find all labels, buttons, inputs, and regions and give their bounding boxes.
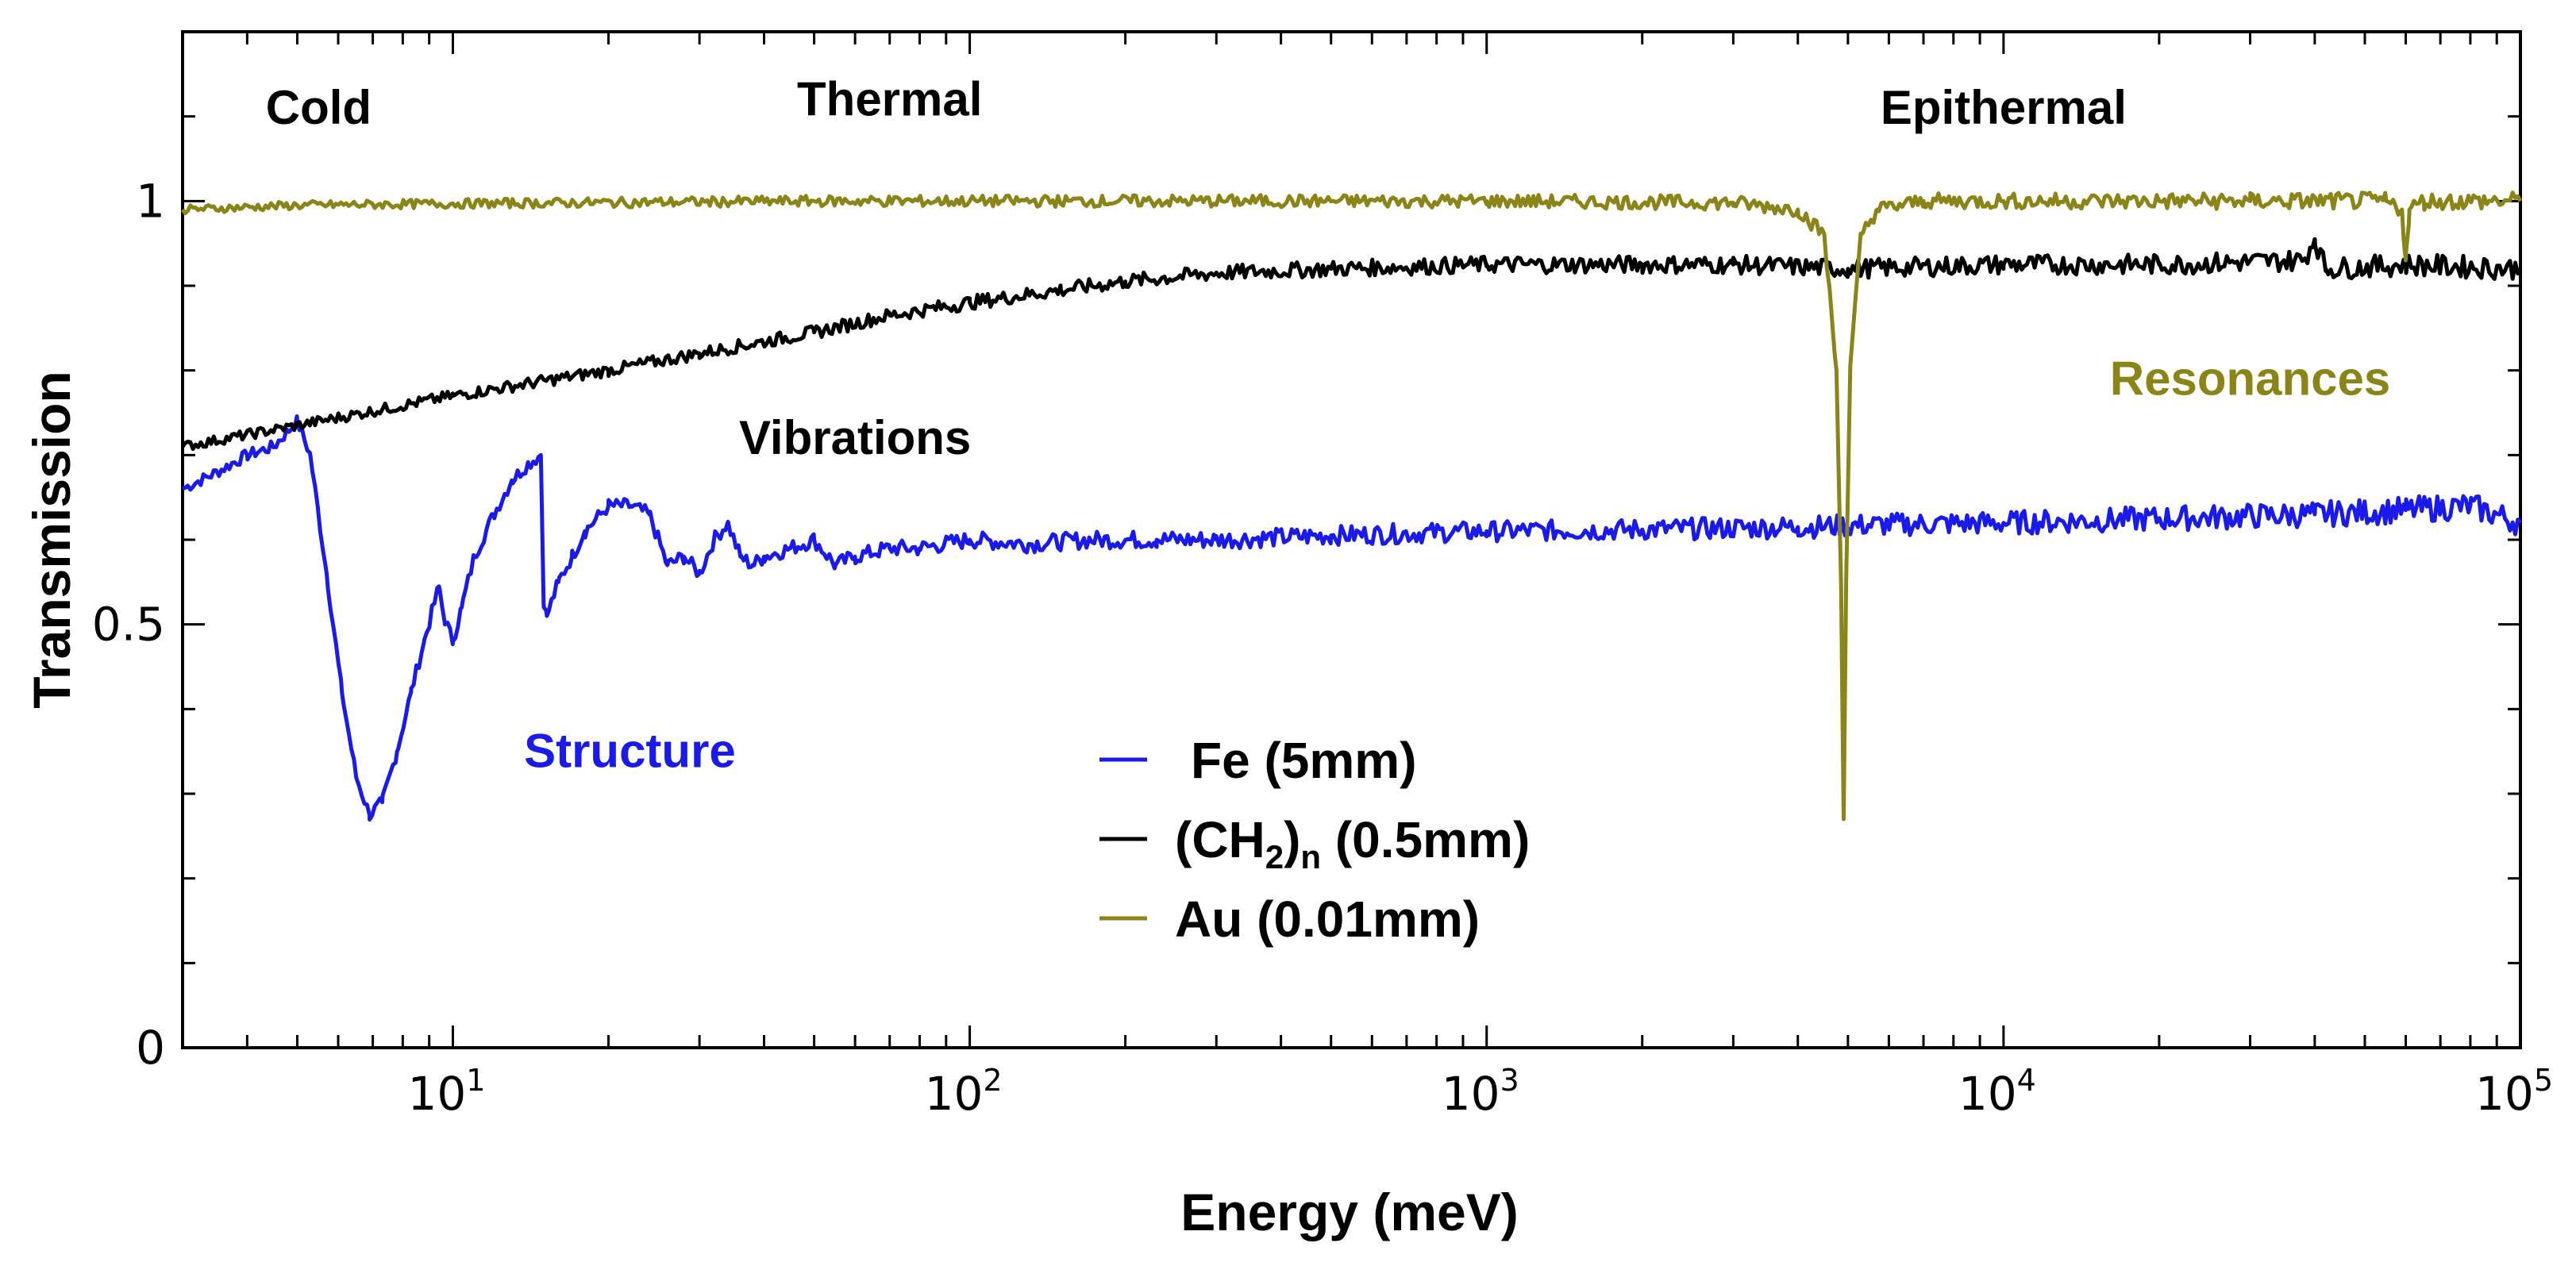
legend-label-fe: Fe (5mm) [1191,732,1417,789]
series-line-1 [180,237,2523,452]
x-axis-title: Energy (meV) [1180,1183,1518,1241]
region-label-thermal: Thermal [797,72,982,125]
legend-label-ch2: (CH2)n (0.5mm) [1175,811,1530,875]
y-tick-label: 0.5 [92,598,165,652]
y-tick-label: 1 [136,174,165,228]
annotation-structure: Structure [524,725,736,778]
legend: Fe (5mm) (CH2)n (0.5mm) Au (0.01mm) [1099,732,1530,948]
x-tick-label: 101 [407,1063,485,1121]
x-tick-label: 103 [1442,1063,1519,1121]
series-layer [180,190,2523,822]
region-label-cold: Cold [266,81,372,134]
ticks-layer: 101 102 103 104 105 0 0.5 1 [92,30,2553,1121]
y-tick-label: 0 [136,1021,165,1075]
series-line-2 [180,190,2523,822]
region-label-epithermal: Epithermal [1881,81,2127,134]
annotation-resonances: Resonances [2110,352,2391,405]
legend-label-au: Au (0.01mm) [1175,891,1480,948]
x-tick-label: 105 [2475,1063,2553,1121]
x-tick-label: 104 [1958,1063,2036,1121]
series-line-0 [181,414,2522,822]
annotation-vibrations: Vibrations [739,411,971,464]
x-tick-label: 102 [925,1063,1003,1121]
y-axis-title: Transmission [22,371,81,709]
